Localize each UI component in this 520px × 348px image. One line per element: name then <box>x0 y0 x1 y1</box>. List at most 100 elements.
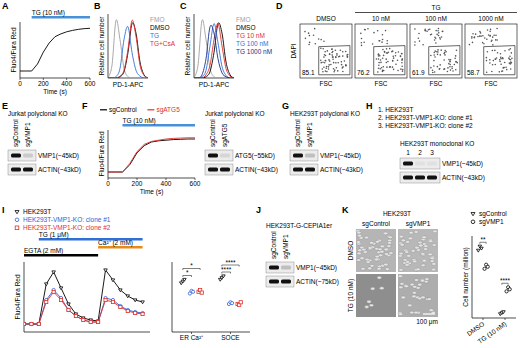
micrograph <box>398 229 438 272</box>
event-dot <box>329 53 331 55</box>
point <box>97 320 100 323</box>
gate <box>374 46 405 75</box>
gate-percent: 61.9 <box>412 69 425 76</box>
cell <box>418 244 422 247</box>
cell <box>416 268 420 271</box>
cell <box>421 253 425 256</box>
event-dot <box>438 35 440 37</box>
cell <box>369 304 373 307</box>
cell <box>401 239 405 242</box>
cell <box>380 245 384 248</box>
event-dot <box>479 35 481 37</box>
gate-percent: 58.7 <box>467 69 480 76</box>
event-dot <box>500 63 502 65</box>
plot-area <box>108 138 195 172</box>
event-dot <box>510 68 512 70</box>
x-tick-label: 600 <box>190 180 201 187</box>
treatment-label: TG (10 nM) <box>32 9 65 17</box>
treatment-label: TG (10 nM) <box>123 117 156 125</box>
event-dot <box>433 65 435 67</box>
event-dot <box>384 51 386 53</box>
event-dot <box>509 59 511 61</box>
event-dot <box>320 59 322 61</box>
blot-strip <box>266 276 294 287</box>
cell <box>361 267 365 270</box>
plot-area <box>24 269 144 326</box>
event-dot <box>422 44 424 46</box>
cell <box>356 259 360 262</box>
event-dot <box>502 58 504 60</box>
event-dot <box>378 62 380 64</box>
legend-label: TG+CsA <box>150 40 176 47</box>
band-label: ATG5(~55kD) <box>235 152 275 160</box>
event-dot <box>347 56 349 58</box>
cell <box>364 236 368 239</box>
event-dot <box>400 68 402 70</box>
panel-letter: C <box>180 1 187 11</box>
event-dot <box>480 32 482 34</box>
lane-label: sgVMP1 <box>282 234 290 259</box>
point <box>45 300 48 303</box>
point <box>119 305 122 308</box>
sig-label: * <box>190 262 193 269</box>
event-dot <box>452 70 454 72</box>
event-dot <box>333 71 335 73</box>
event-dot <box>499 61 501 63</box>
lane-label: 1 <box>406 149 410 156</box>
x-tick-label: 400 <box>61 80 72 87</box>
blot-title: Jurkat polyclonal KO <box>205 110 265 118</box>
event-dot <box>333 68 335 70</box>
lane-label: 2 <box>418 149 422 156</box>
x-axis-title: Time (s) <box>43 88 67 96</box>
cell <box>432 244 436 247</box>
cell <box>422 259 426 262</box>
cell <box>415 246 419 249</box>
point <box>37 322 40 325</box>
event-dot <box>506 69 508 71</box>
y-axis <box>194 14 195 78</box>
event-dot <box>380 62 382 64</box>
event-dot <box>385 30 387 32</box>
event-dot <box>345 51 347 53</box>
band <box>293 154 303 158</box>
event-dot <box>419 40 421 42</box>
cell <box>430 260 434 263</box>
cell <box>404 285 408 288</box>
lane-label: sgControl <box>270 231 278 259</box>
event-dot <box>484 37 486 39</box>
event-dot <box>389 66 391 68</box>
event-dot <box>414 28 416 30</box>
cell <box>408 237 412 240</box>
event-dot <box>332 58 334 60</box>
event-dot <box>381 67 383 69</box>
event-dot <box>377 30 379 32</box>
event-dot <box>511 62 513 64</box>
event-dot <box>400 55 402 57</box>
y-axis-title: Fluo4/Fura Red <box>14 274 21 320</box>
band-label: VMP1(~45kD) <box>38 152 79 160</box>
x-axis <box>20 78 90 79</box>
event-dot <box>401 53 403 55</box>
legend-swatch <box>15 226 19 230</box>
cell <box>422 236 426 239</box>
cell <box>368 247 372 250</box>
cell <box>411 249 415 252</box>
event-dot <box>382 49 384 51</box>
band <box>415 162 425 166</box>
event-dot <box>424 30 426 32</box>
point <box>67 308 70 311</box>
cell <box>403 284 407 287</box>
cell <box>405 251 409 254</box>
y-axis <box>108 14 109 78</box>
flow-frame <box>300 24 352 78</box>
event-dot <box>425 30 427 32</box>
event-dot <box>318 38 320 40</box>
event-dot <box>475 33 477 35</box>
category-label: 10 nM <box>372 15 390 22</box>
event-dot <box>438 32 440 34</box>
x-tick <box>483 318 484 320</box>
event-dot <box>494 50 496 52</box>
event-dot <box>502 70 504 72</box>
point <box>183 278 187 281</box>
point <box>133 299 137 302</box>
